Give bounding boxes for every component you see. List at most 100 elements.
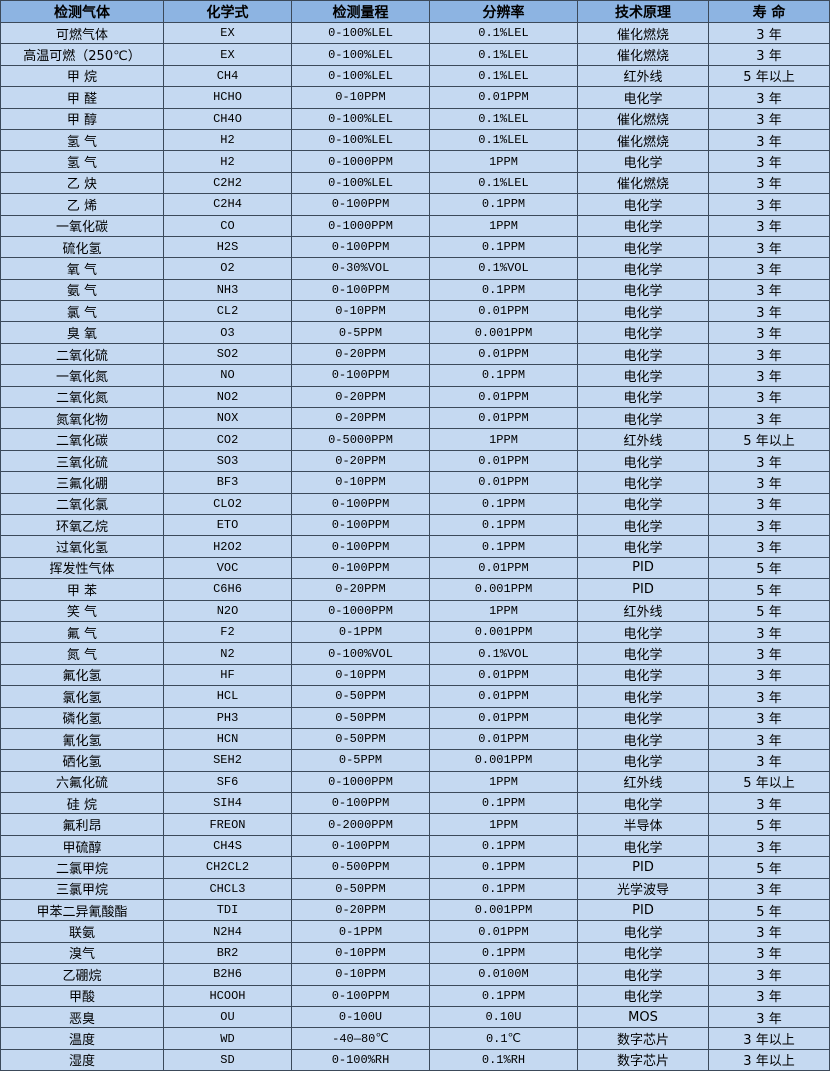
cell-formula: ETO: [163, 513, 292, 537]
cell-gas-name: 硒化氢: [0, 749, 164, 772]
cell-principle: 电化学: [577, 235, 709, 259]
cell-principle: 电化学: [577, 513, 709, 537]
cell-principle: PID: [577, 899, 709, 922]
table-row: 三氧化硫 SO3 0-20PPM 0.01PPM 电化学 3 年: [0, 449, 830, 473]
cell-formula: HF: [163, 663, 292, 687]
cell-gas-name: 氰化氢: [0, 727, 164, 751]
cell-gas-name: 氢 气: [0, 128, 164, 152]
cell-resolution: 0.1%LEL: [429, 128, 578, 152]
cell-lifespan: 5 年: [708, 813, 830, 836]
cell-formula: NH3: [163, 278, 292, 302]
cell-range: 0-20PPM: [291, 342, 430, 366]
cell-resolution: 0.01PPM: [429, 556, 578, 580]
table-row: 三氟化硼 BF3 0-10PPM 0.01PPM 电化学 3 年: [0, 471, 830, 494]
cell-formula: N2H4: [163, 920, 292, 943]
table-row: 一氧化氮 NO 0-100PPM 0.1PPM 电化学 3 年: [0, 364, 830, 387]
cell-range: 0-500PPM: [291, 856, 430, 879]
cell-resolution: 1PPM: [429, 428, 578, 451]
table-row: 氰化氢 HCN 0-50PPM 0.01PPM 电化学 3 年: [0, 727, 830, 751]
cell-gas-name: 氢 气: [0, 150, 164, 173]
cell-formula: B2H6: [163, 963, 292, 986]
table-row: 三氯甲烷 CHCL3 0-50PPM 0.1PPM 光学波导 3 年: [0, 877, 830, 901]
cell-formula: SEH2: [163, 749, 292, 772]
cell-principle: 电化学: [577, 321, 709, 344]
cell-resolution: 0.1%LEL: [429, 171, 578, 195]
cell-resolution: 0.1%LEL: [429, 43, 578, 66]
cell-lifespan: 3 年: [708, 984, 830, 1007]
cell-resolution: 0.01PPM: [429, 342, 578, 366]
table-row: 乙 烯 C2H4 0-100PPM 0.1PPM 电化学 3 年: [0, 193, 830, 216]
cell-lifespan: 3 年: [708, 492, 830, 515]
table-row: 过氧化氢 H2O2 0-100PPM 0.1PPM 电化学 3 年: [0, 535, 830, 558]
cell-gas-name: 过氧化氢: [0, 535, 164, 558]
header-resolution: 分辨率: [429, 0, 578, 23]
table-row: 温度 WD -40—80℃ 0.1℃ 数字芯片 3 年以上: [0, 1027, 830, 1050]
cell-resolution: 0.1PPM: [429, 364, 578, 387]
cell-range: 0-5PPM: [291, 321, 430, 344]
cell-formula: F2: [163, 620, 292, 644]
table-row: 二氧化氯 CLO2 0-100PPM 0.1PPM 电化学 3 年: [0, 492, 830, 515]
cell-formula: HCHO: [163, 86, 292, 109]
cell-lifespan: 5 年以上: [708, 770, 830, 794]
cell-resolution: 0.001PPM: [429, 899, 578, 922]
cell-principle: 电化学: [577, 984, 709, 1007]
cell-principle: 半导体: [577, 813, 709, 836]
cell-principle: 电化学: [577, 642, 709, 665]
cell-resolution: 0.001PPM: [429, 749, 578, 772]
cell-resolution: 0.01PPM: [429, 385, 578, 409]
table-row: 甲苯二异氰酸酯 TDI 0-20PPM 0.001PPM PID 5 年: [0, 899, 830, 922]
header-formula: 化学式: [163, 0, 292, 23]
cell-resolution: 0.0100M: [429, 963, 578, 986]
cell-range: 0-50PPM: [291, 706, 430, 729]
cell-principle: 光学波导: [577, 877, 709, 901]
table-row: 一氧化碳 CO 0-1000PPM 1PPM 电化学 3 年: [0, 214, 830, 237]
table-row: 二氯甲烷 CH2CL2 0-500PPM 0.1PPM PID 5 年: [0, 856, 830, 879]
cell-gas-name: 硫化氢: [0, 235, 164, 259]
cell-formula: OU: [163, 1005, 292, 1029]
cell-range: 0-100%LEL: [291, 171, 430, 195]
cell-lifespan: 3 年: [708, 86, 830, 109]
cell-formula: SO2: [163, 342, 292, 366]
table-row: 乙硼烷 B2H6 0-10PPM 0.0100M 电化学 3 年: [0, 963, 830, 986]
table-row: 氯化氢 HCL 0-50PPM 0.01PPM 电化学 3 年: [0, 685, 830, 708]
cell-formula: CLO2: [163, 492, 292, 515]
cell-lifespan: 3 年: [708, 513, 830, 537]
cell-lifespan: 3 年: [708, 792, 830, 815]
cell-principle: 电化学: [577, 535, 709, 558]
cell-lifespan: 3 年: [708, 749, 830, 772]
table-row: 氟利昂 FREON 0-2000PPM 1PPM 半导体 5 年: [0, 813, 830, 836]
cell-range: 0-10PPM: [291, 963, 430, 986]
cell-lifespan: 3 年: [708, 963, 830, 986]
cell-principle: 电化学: [577, 86, 709, 109]
cell-gas-name: 甲硫醇: [0, 834, 164, 858]
cell-principle: 红外线: [577, 64, 709, 88]
cell-resolution: 0.1PPM: [429, 941, 578, 965]
cell-range: 0-100PPM: [291, 492, 430, 515]
cell-range: 0-20PPM: [291, 449, 430, 473]
table-row: 氢 气 H2 0-100%LEL 0.1%LEL 催化燃烧 3 年: [0, 128, 830, 152]
header-row: 检测气体 化学式 检测量程 分辨率 技术原理寿 命: [0, 0, 830, 23]
cell-formula: H2: [163, 150, 292, 173]
cell-lifespan: 5 年: [708, 599, 830, 622]
cell-range: 0-10PPM: [291, 941, 430, 965]
cell-formula: C2H2: [163, 171, 292, 195]
cell-principle: 电化学: [577, 706, 709, 729]
cell-gas-name: 氨 气: [0, 278, 164, 302]
cell-gas-name: 甲 苯: [0, 578, 164, 601]
cell-gas-name: 氟化氢: [0, 663, 164, 687]
cell-formula: CHCL3: [163, 877, 292, 901]
cell-principle: PID: [577, 556, 709, 580]
cell-principle: 电化学: [577, 663, 709, 687]
table-row: 甲 醛 HCHO 0-10PPM 0.01PPM 电化学 3 年: [0, 86, 830, 109]
cell-principle: 电化学: [577, 963, 709, 986]
cell-principle: 电化学: [577, 920, 709, 943]
table-row: 环氧乙烷 ETO 0-100PPM 0.1PPM 电化学 3 年: [0, 513, 830, 537]
cell-resolution: 0.1PPM: [429, 193, 578, 216]
cell-formula: FREON: [163, 813, 292, 836]
cell-lifespan: 3 年: [708, 364, 830, 387]
cell-gas-name: 笑 气: [0, 599, 164, 622]
table-row: 甲 醇 CH4O 0-100%LEL 0.1%LEL 催化燃烧 3 年: [0, 107, 830, 130]
cell-lifespan: 3 年: [708, 300, 830, 323]
cell-lifespan: 3 年: [708, 920, 830, 943]
table-row: 氮 气 N2 0-100%VOL 0.1%VOL 电化学 3 年: [0, 642, 830, 665]
